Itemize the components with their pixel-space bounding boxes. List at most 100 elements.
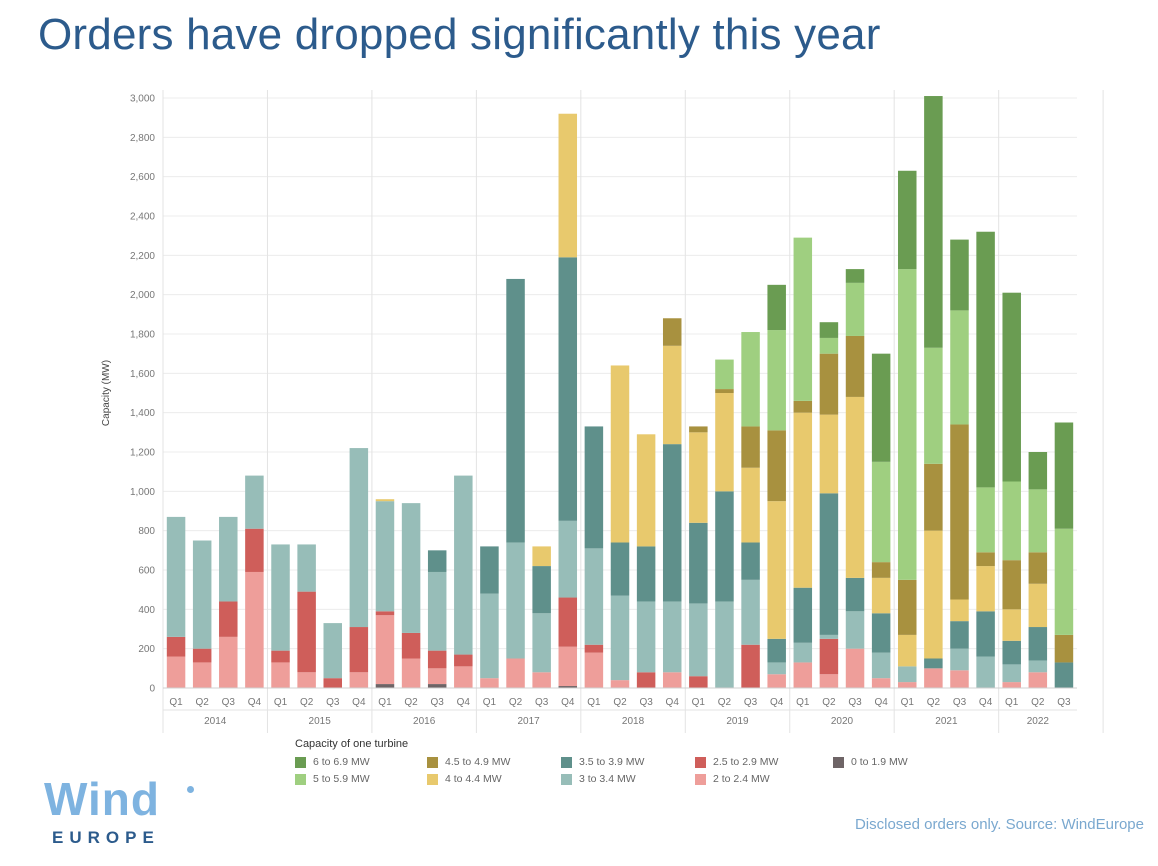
year-label: 2022 <box>1027 716 1050 727</box>
legend-item: 4 to 4.4 MW <box>427 773 561 785</box>
y-tick-label: 800 <box>138 526 155 537</box>
bar-segment <box>845 611 865 649</box>
x-tick-label: Q2 <box>613 697 627 708</box>
bar-segment <box>375 501 395 612</box>
bar-segment <box>845 282 865 336</box>
bar-segment <box>741 332 760 427</box>
legend-item: 4.5 to 4.9 MW <box>427 756 561 768</box>
chart-bars <box>166 96 1074 688</box>
bar-segment <box>1002 609 1021 641</box>
bar-segment <box>1028 552 1048 584</box>
y-tick-label: 3,000 <box>130 94 155 105</box>
bar-segment <box>1028 627 1048 661</box>
bar-segment <box>976 487 995 553</box>
y-tick-label: 600 <box>138 566 155 577</box>
x-tick-label: Q2 <box>822 697 836 708</box>
bar-segment <box>1028 660 1048 673</box>
bar-segment <box>741 644 760 688</box>
x-tick-label: Q4 <box>979 697 993 708</box>
bar-segment <box>819 353 839 415</box>
legend-label: 5 to 5.9 MW <box>313 773 370 785</box>
y-tick-label: 200 <box>138 644 155 655</box>
logo-dot-icon <box>187 786 194 793</box>
x-tick-label: Q2 <box>1031 697 1045 708</box>
y-tick-label: 2,800 <box>130 133 155 144</box>
bar-segment <box>1002 292 1021 482</box>
x-tick-label: Q4 <box>457 697 471 708</box>
bar-segment <box>297 544 316 592</box>
x-tick-label: Q2 <box>404 697 418 708</box>
bar-segment <box>662 318 682 346</box>
legend-swatch <box>695 773 706 785</box>
bar-segment <box>845 269 865 283</box>
bar-segment <box>1002 682 1021 688</box>
x-tick-label: Q4 <box>561 697 575 708</box>
bar-segment <box>976 656 995 688</box>
bar-segment <box>871 562 891 578</box>
x-tick-label: Q1 <box>587 697 601 708</box>
year-label: 2021 <box>935 716 958 727</box>
bar-segment <box>924 658 943 669</box>
bar-segment <box>245 475 264 529</box>
y-tick-label: 2,000 <box>130 290 155 301</box>
chart-axes: 0 200 400 600 800 1,000 1,200 1,400 1,600 1,800 2,… <box>101 94 1077 727</box>
bar-segment <box>845 577 865 612</box>
x-tick-label: Q3 <box>431 697 445 708</box>
bar-segment <box>558 646 578 687</box>
bar-segment <box>375 684 395 688</box>
bar-segment <box>871 652 891 679</box>
bar-segment <box>689 426 708 433</box>
y-tick-label: 2,400 <box>130 212 155 223</box>
bar-segment <box>454 654 473 667</box>
bar-segment <box>584 426 604 549</box>
legend-swatch <box>427 756 438 768</box>
bar-segment <box>924 668 943 688</box>
bar-segment <box>715 491 734 602</box>
bar-segment <box>1002 560 1021 610</box>
bar-segment <box>898 634 917 667</box>
bar-segment <box>271 650 290 663</box>
bar-segment <box>532 613 551 673</box>
bar-segment <box>950 424 969 600</box>
bar-segment <box>976 231 995 488</box>
bar-segment <box>532 546 551 567</box>
legend-item: 3 to 3.4 MW <box>561 773 695 785</box>
y-tick-label: 1,400 <box>130 408 155 419</box>
bar-segment <box>871 678 891 688</box>
bar-segment <box>192 540 212 649</box>
legend-swatch <box>833 756 844 768</box>
bar-segment <box>454 475 473 655</box>
bar-segment <box>584 548 604 645</box>
bar-segment <box>898 269 917 580</box>
bar-segment <box>245 571 264 688</box>
y-tick-label: 1,600 <box>130 369 155 380</box>
bar-segment <box>950 599 969 622</box>
x-tick-label: Q3 <box>744 697 758 708</box>
x-tick-label: Q4 <box>352 697 366 708</box>
x-tick-label: Q1 <box>483 697 497 708</box>
source-note: Disclosed orders only. Source: WindEurop… <box>854 816 1144 833</box>
bar-segment <box>976 552 995 567</box>
x-tick-label: Q3 <box>1057 697 1071 708</box>
year-label: 2018 <box>622 716 645 727</box>
bar-segment <box>1028 672 1048 688</box>
year-label: 2014 <box>204 716 227 727</box>
bar-segment <box>427 650 447 669</box>
bar-segment <box>950 621 969 649</box>
bar-segment <box>1028 452 1048 490</box>
y-tick-label: 2,200 <box>130 251 155 262</box>
legend-label: 2.5 to 2.9 MW <box>713 756 779 768</box>
bar-segment <box>219 601 238 637</box>
bar-segment <box>715 389 734 393</box>
bar-segment <box>871 577 891 614</box>
logo-wordmark: Wind <box>44 773 160 825</box>
bar-segment <box>793 412 813 588</box>
bar-segment <box>636 672 656 688</box>
bar-segment <box>819 493 839 635</box>
x-tick-label: Q2 <box>195 697 209 708</box>
year-label: 2016 <box>413 716 436 727</box>
x-tick-label: Q3 <box>848 697 862 708</box>
legend-item: 2 to 2.4 MW <box>695 773 833 785</box>
bar-segment <box>636 546 656 602</box>
